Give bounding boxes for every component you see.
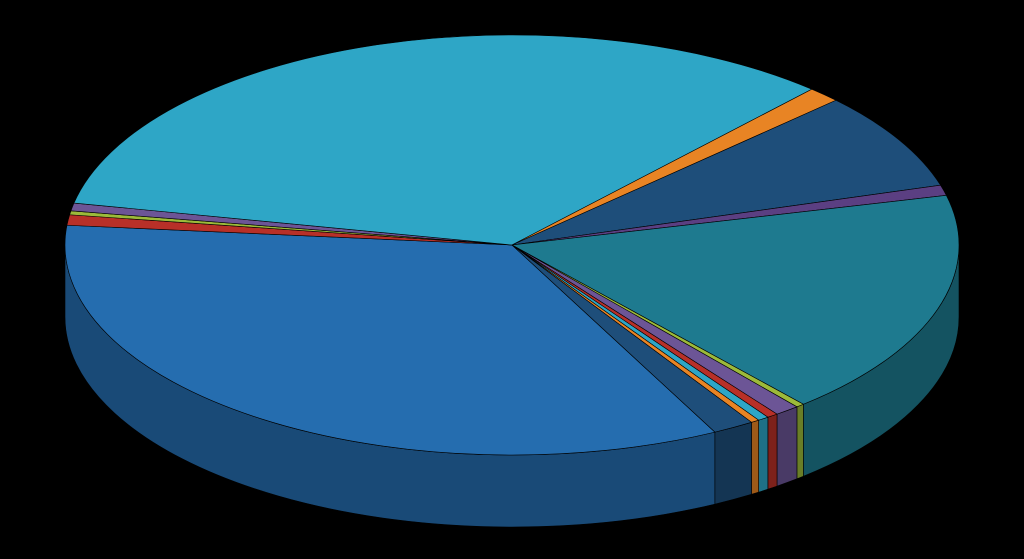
pie-side-slice-13: [759, 417, 768, 492]
pie-side-slice-14: [752, 420, 759, 494]
pie-side-slice-15: [715, 422, 752, 504]
pie-side-slice-10: [797, 404, 803, 479]
pie-chart-3d: [0, 0, 1024, 559]
pie-chart-svg: [0, 0, 1024, 559]
pie-tops: [65, 35, 959, 455]
pie-side-slice-11: [777, 407, 797, 486]
pie-side-slice-12: [768, 414, 777, 489]
